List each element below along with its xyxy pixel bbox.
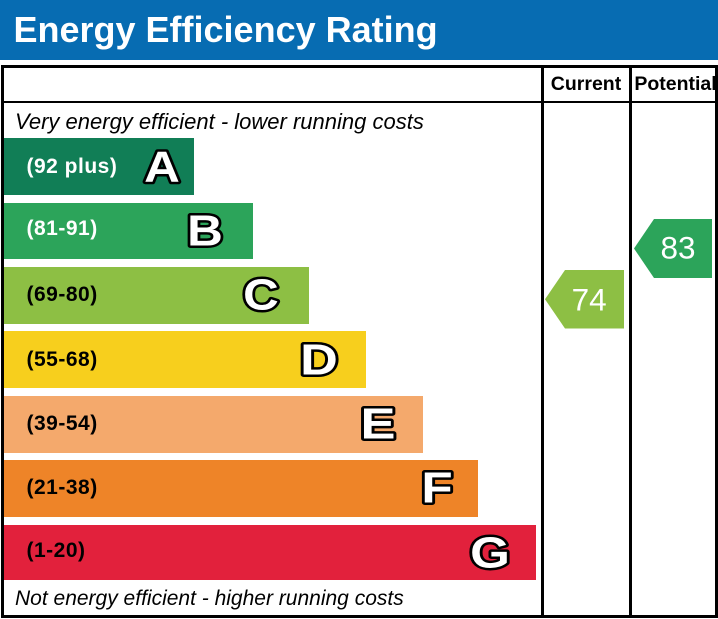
svg-text:E: E <box>360 399 395 448</box>
svg-text:F: F <box>421 464 452 513</box>
svg-text:C: C <box>243 271 279 320</box>
svg-text:D: D <box>300 335 338 384</box>
svg-text:B: B <box>187 206 223 255</box>
svg-text:A: A <box>144 142 180 191</box>
svg-text:G: G <box>470 528 510 577</box>
